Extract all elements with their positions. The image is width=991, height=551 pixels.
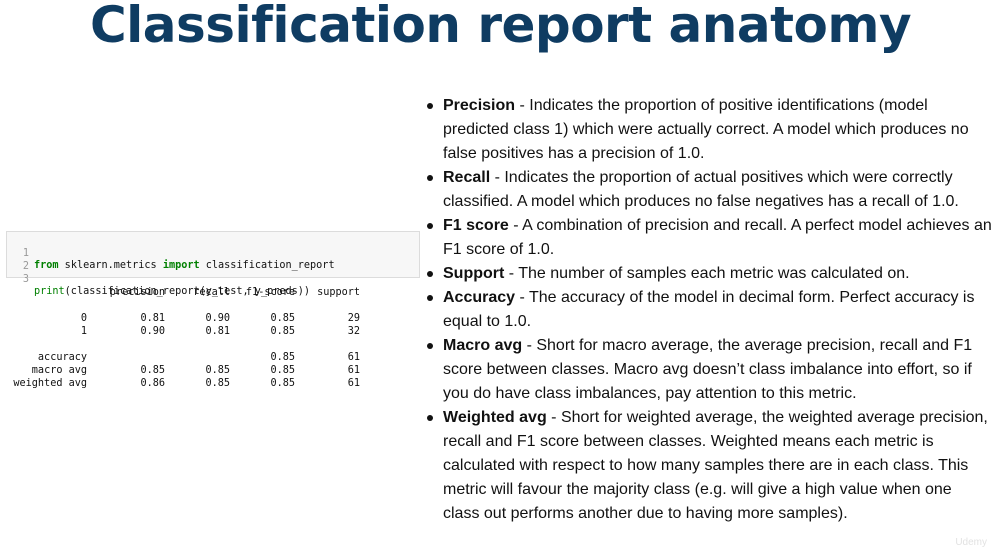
summary-row-weighted-avg: weighted avg 0.86 0.85 0.85 61 (8, 377, 368, 390)
bullet-macro-avg: Macro avg - Short for macro average, the… (424, 334, 991, 406)
report-header-row: precision recall f1-score support (8, 286, 368, 299)
print-args: (classification_report(y_test, y_preds)) (64, 286, 311, 297)
bullet-text: - Indicates the proportion of actual pos… (443, 169, 959, 210)
report-spacer (8, 338, 368, 351)
row-f1: 0.85 (270, 313, 295, 324)
keyword-from: from (34, 260, 59, 271)
summary-row-accuracy: accuracy 0.85 61 (8, 351, 368, 364)
slide-title: Classification report anatomy (89, 0, 912, 54)
row-label: macro avg (31, 365, 87, 376)
bullet-text: - The number of samples each metric was … (504, 265, 910, 282)
row-label: accuracy (37, 352, 87, 363)
row-f1: 0.85 (270, 365, 295, 376)
header-recall: recall (193, 287, 230, 298)
header-precision: precision (109, 287, 165, 298)
row-precision: 0.90 (140, 326, 165, 337)
bullet-text: - Short for weighted average, the weight… (443, 409, 988, 522)
code-line-3: 3 print(classification_report(y_test, y_… (7, 262, 310, 297)
builtin-print: print (34, 286, 65, 297)
bullet-term: Accuracy (443, 289, 516, 306)
bullet-dot-icon (427, 415, 433, 421)
line-number: 2 (22, 261, 29, 272)
report-spacer (8, 299, 368, 312)
bullet-f1-score: F1 score - A combination of precision an… (424, 214, 991, 262)
bullet-text: - The accuracy of the model in decimal f… (443, 289, 975, 330)
row-label: weighted avg (13, 378, 87, 389)
header-support: support (317, 287, 360, 298)
bullet-dot-icon (427, 223, 433, 229)
row-support: 61 (347, 365, 360, 376)
bullet-weighted-avg: Weighted avg - Short for weighted averag… (424, 406, 991, 526)
imported-name: classification_report (199, 260, 335, 271)
report-row: 1 0.90 0.81 0.85 32 (8, 325, 368, 338)
code-text: from sklearn.metrics import classificati… (34, 260, 335, 272)
bullet-term: F1 score (443, 217, 509, 234)
header-f1-score: f1-score (245, 287, 295, 298)
bullet-term: Weighted avg (443, 409, 547, 426)
row-recall: 0.90 (205, 313, 230, 324)
row-precision: 0.85 (140, 365, 165, 376)
row-support: 61 (347, 352, 360, 363)
row-f1: 0.85 (270, 378, 295, 389)
bullet-precision: Precision - Indicates the proportion of … (424, 94, 991, 166)
row-precision: 0.81 (140, 313, 165, 324)
bullet-dot-icon (427, 295, 433, 301)
bullet-text: - A combination of precision and recall.… (443, 217, 991, 258)
bullet-text: - Short for macro average, the average p… (443, 337, 973, 402)
report-row: 0 0.81 0.90 0.85 29 (8, 312, 368, 325)
row-recall: 0.81 (205, 326, 230, 337)
code-line-1: 1 from sklearn.metrics import classifica… (7, 236, 335, 271)
udemy-watermark-logo: Udemy (955, 537, 987, 548)
bullet-accuracy: Accuracy - The accuracy of the model in … (424, 286, 991, 334)
bullet-term: Precision (443, 97, 516, 114)
classification-report-output: precision recall f1-score support 0 0.81… (8, 286, 368, 390)
row-support: 32 (347, 326, 360, 337)
bullet-dot-icon (427, 103, 433, 109)
bullet-support: Support - The number of samples each met… (424, 262, 991, 286)
row-support: 29 (347, 313, 360, 324)
bullet-dot-icon (427, 343, 433, 349)
code-cell[interactable]: 1 from sklearn.metrics import classifica… (6, 231, 420, 297)
metric-definitions-list: Precision - Indicates the proportion of … (424, 94, 991, 526)
bullet-term: Recall (443, 169, 491, 186)
bullet-term: Support (443, 265, 505, 282)
bullet-dot-icon (427, 175, 433, 181)
line-number: 3 (22, 274, 29, 285)
row-f1: 0.85 (270, 352, 295, 363)
module-name: sklearn.metrics (58, 260, 163, 271)
bullet-text: - Indicates the proportion of positive i… (443, 97, 969, 162)
row-recall: 0.85 (205, 378, 230, 389)
line-number: 1 (22, 248, 29, 259)
row-f1: 0.85 (270, 326, 295, 337)
row-recall: 0.85 (205, 365, 230, 376)
code-text: print(classification_report(y_test, y_pr… (34, 286, 310, 298)
bullet-recall: Recall - Indicates the proportion of act… (424, 166, 991, 214)
row-label: 0 (80, 313, 87, 324)
code-line-2: 2 (7, 249, 32, 272)
keyword-import: import (162, 260, 200, 271)
row-support: 61 (347, 378, 360, 389)
bullet-term: Macro avg (443, 337, 523, 354)
row-label: 1 (80, 326, 87, 337)
bullet-dot-icon (427, 271, 433, 277)
row-precision: 0.86 (140, 378, 165, 389)
summary-row-macro-avg: macro avg 0.85 0.85 0.85 61 (8, 364, 368, 377)
